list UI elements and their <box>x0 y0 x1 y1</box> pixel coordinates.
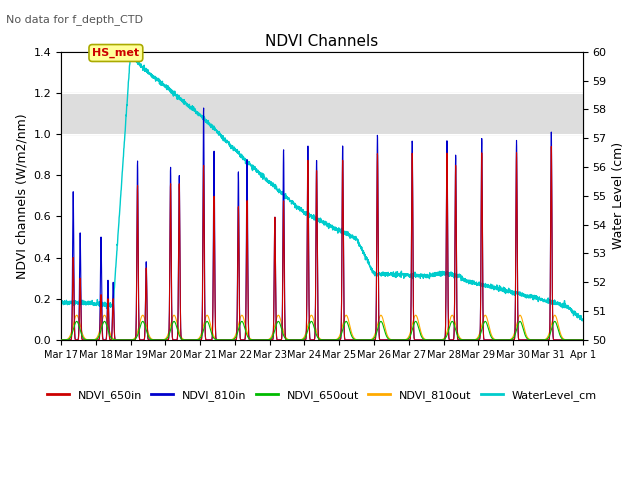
Title: NDVI Channels: NDVI Channels <box>265 34 378 49</box>
Text: HS_met: HS_met <box>92 48 140 58</box>
Text: No data for f_depth_CTD: No data for f_depth_CTD <box>6 14 143 25</box>
Bar <box>61 93 582 134</box>
Legend: NDVI_650in, NDVI_810in, NDVI_650out, NDVI_810out, WaterLevel_cm: NDVI_650in, NDVI_810in, NDVI_650out, NDV… <box>42 386 601 406</box>
Y-axis label: Water Level (cm): Water Level (cm) <box>612 142 625 250</box>
Y-axis label: NDVI channels (W/m2/nm): NDVI channels (W/m2/nm) <box>15 113 28 279</box>
